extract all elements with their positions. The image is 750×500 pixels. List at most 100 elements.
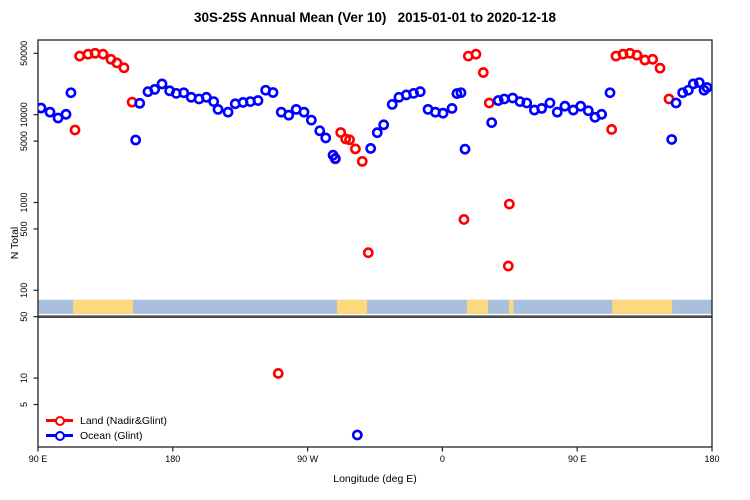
data-point	[631, 49, 643, 61]
data-point	[486, 117, 498, 128]
data-point	[386, 99, 398, 110]
y-tick-label: 5000	[19, 131, 29, 151]
data-point	[272, 368, 284, 379]
land-strip-segment	[509, 299, 514, 314]
data-point	[156, 78, 168, 90]
y-tick-label: 50	[19, 312, 29, 322]
data-point	[267, 87, 279, 98]
data-point	[414, 86, 426, 98]
data-point	[371, 127, 383, 139]
data-point	[208, 96, 220, 107]
data-point	[503, 198, 515, 210]
data-point	[356, 155, 368, 167]
data-point	[362, 247, 374, 259]
y-tick-label: 5	[19, 402, 29, 407]
data-point	[305, 114, 317, 126]
data-points	[38, 47, 712, 441]
y-tick-label: 50000	[19, 41, 29, 66]
x-axis-label: Longitude (deg E)	[333, 473, 417, 485]
data-point	[687, 78, 699, 90]
data-point	[596, 108, 608, 120]
land-strip-segment	[73, 299, 133, 314]
y-tick-label: 10000	[19, 102, 29, 127]
data-point	[38, 102, 47, 114]
legend-label-ocean: Ocean (Glint)	[80, 429, 143, 442]
land-strip-segment	[466, 299, 489, 314]
series-land	[69, 47, 675, 379]
land-strip-segment	[336, 299, 368, 314]
land-ocean-strip	[38, 299, 712, 314]
x-tick-label: 90 E	[29, 454, 48, 464]
data-point	[351, 429, 363, 441]
y-tick-label: 10	[19, 373, 29, 383]
data-point	[682, 84, 694, 96]
data-point	[149, 84, 161, 95]
y-tick-label: 500	[19, 221, 29, 236]
data-point	[314, 125, 326, 137]
data-point	[200, 91, 212, 103]
data-point	[647, 53, 659, 65]
data-point	[320, 132, 332, 144]
data-point	[470, 48, 482, 60]
land-series-marker-icon	[46, 415, 73, 427]
ocean-strip-segment	[38, 299, 712, 314]
data-point	[298, 106, 310, 118]
data-point	[283, 109, 295, 121]
data-point	[604, 87, 616, 99]
legend-label-land: Land (Nadir&Glint)	[80, 414, 167, 427]
data-point	[378, 119, 390, 131]
data-point	[97, 48, 109, 60]
plot-border	[37, 39, 713, 448]
data-point	[65, 87, 77, 99]
legend-item-ocean: Ocean (Glint)	[46, 428, 167, 443]
data-point	[582, 105, 594, 117]
x-tick-label: 0	[440, 454, 445, 464]
data-point	[551, 106, 563, 118]
data-point	[446, 102, 458, 114]
data-point	[559, 100, 571, 112]
data-point	[437, 107, 449, 119]
data-point	[502, 260, 514, 272]
legend-item-land: Land (Nadir&Glint)	[46, 413, 167, 428]
data-point	[118, 62, 130, 74]
data-point	[329, 152, 341, 164]
data-point	[477, 67, 489, 78]
data-point	[212, 103, 224, 115]
data-point	[74, 50, 86, 62]
data-point	[536, 102, 548, 114]
data-point	[666, 134, 678, 145]
land-strip-segment	[612, 299, 673, 314]
y-tick-label: 100	[19, 283, 29, 298]
data-point	[134, 97, 146, 109]
data-point	[701, 82, 712, 93]
data-point	[498, 93, 510, 105]
data-point	[365, 143, 377, 154]
data-point	[349, 143, 361, 155]
data-point	[111, 57, 123, 69]
y-tick-label: 1000	[19, 192, 29, 212]
data-point	[544, 97, 556, 109]
ocean-series-marker-icon	[46, 430, 73, 442]
x-tick-label: 180	[165, 454, 180, 464]
x-tick-label: 90 E	[568, 454, 587, 464]
data-point	[483, 97, 495, 109]
data-point	[178, 87, 190, 99]
data-point	[69, 124, 81, 136]
data-point	[606, 124, 618, 135]
data-point	[222, 106, 234, 118]
data-point	[252, 95, 264, 106]
data-point	[693, 77, 705, 89]
data-point	[492, 95, 504, 106]
data-point	[130, 134, 142, 146]
data-point	[335, 127, 347, 138]
legend: Land (Nadir&Glint) Ocean (Glint)	[46, 413, 167, 443]
data-point	[521, 97, 533, 109]
data-point	[455, 87, 467, 99]
chart-title: 30S-25S Annual Mean (Ver 10) 2015-01-01 …	[194, 10, 556, 25]
x-tick-label: 90 W	[297, 454, 319, 464]
y-axis-label: N Total	[9, 226, 21, 260]
data-point	[670, 97, 682, 109]
data-point	[654, 62, 666, 74]
data-point	[459, 143, 471, 155]
